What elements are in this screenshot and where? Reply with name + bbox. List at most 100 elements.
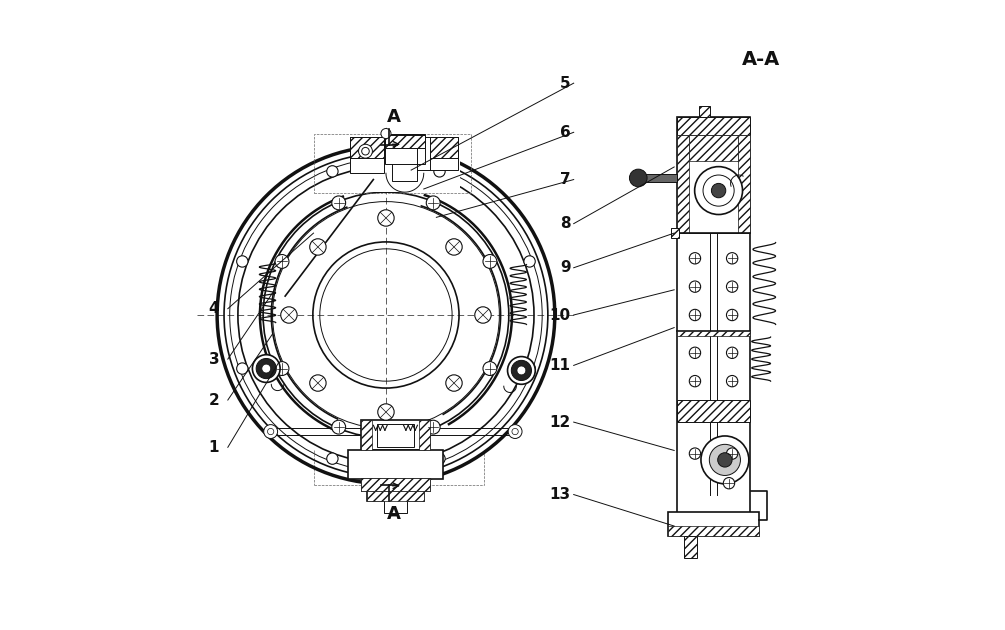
Circle shape bbox=[446, 239, 462, 255]
Circle shape bbox=[252, 355, 280, 382]
Circle shape bbox=[524, 363, 536, 374]
Text: 10: 10 bbox=[550, 307, 571, 323]
Circle shape bbox=[508, 357, 536, 384]
Circle shape bbox=[267, 428, 273, 435]
Circle shape bbox=[727, 309, 738, 321]
Bar bbox=[350, 137, 384, 173]
Text: 5: 5 bbox=[560, 76, 571, 91]
Bar bbox=[671, 228, 678, 238]
Bar bbox=[392, 134, 417, 181]
Circle shape bbox=[262, 364, 270, 373]
Bar bbox=[677, 117, 750, 513]
Bar bbox=[677, 135, 750, 233]
Circle shape bbox=[512, 360, 532, 381]
Bar bbox=[739, 135, 750, 233]
Circle shape bbox=[718, 453, 732, 467]
Circle shape bbox=[327, 166, 338, 177]
Bar bbox=[367, 491, 424, 501]
Bar bbox=[677, 331, 750, 336]
Bar bbox=[677, 117, 750, 135]
Bar bbox=[677, 135, 688, 233]
Circle shape bbox=[474, 307, 491, 323]
Circle shape bbox=[275, 255, 288, 268]
Text: 13: 13 bbox=[550, 487, 571, 502]
Circle shape bbox=[483, 362, 496, 375]
Circle shape bbox=[727, 253, 738, 264]
Circle shape bbox=[434, 453, 445, 464]
Text: 1: 1 bbox=[209, 440, 219, 455]
Circle shape bbox=[332, 196, 346, 210]
Circle shape bbox=[689, 347, 700, 358]
Circle shape bbox=[426, 420, 440, 434]
Text: 8: 8 bbox=[560, 216, 571, 231]
Bar bbox=[350, 137, 460, 192]
Bar bbox=[361, 420, 372, 450]
Circle shape bbox=[378, 404, 394, 420]
Circle shape bbox=[446, 375, 462, 391]
Circle shape bbox=[524, 256, 536, 267]
Circle shape bbox=[689, 253, 700, 264]
Circle shape bbox=[280, 307, 297, 323]
Circle shape bbox=[310, 375, 326, 391]
Text: 3: 3 bbox=[209, 352, 219, 367]
Circle shape bbox=[689, 309, 700, 321]
Circle shape bbox=[727, 281, 738, 292]
Text: 12: 12 bbox=[550, 415, 571, 430]
Bar bbox=[677, 400, 750, 422]
Circle shape bbox=[700, 436, 749, 484]
Text: A: A bbox=[387, 505, 401, 523]
Bar bbox=[430, 137, 458, 158]
Circle shape bbox=[310, 239, 326, 255]
Circle shape bbox=[236, 256, 248, 267]
Circle shape bbox=[378, 210, 394, 226]
Circle shape bbox=[712, 183, 726, 198]
Text: 4: 4 bbox=[209, 301, 219, 316]
Circle shape bbox=[727, 347, 738, 358]
Circle shape bbox=[724, 478, 735, 489]
Text: 2: 2 bbox=[209, 392, 219, 408]
Circle shape bbox=[362, 147, 369, 155]
Text: 11: 11 bbox=[550, 358, 571, 373]
Text: A: A bbox=[387, 108, 401, 125]
Circle shape bbox=[359, 144, 373, 158]
Bar bbox=[417, 137, 458, 170]
Text: 9: 9 bbox=[560, 260, 571, 275]
Circle shape bbox=[512, 428, 519, 435]
Circle shape bbox=[426, 196, 440, 210]
Circle shape bbox=[332, 420, 346, 434]
Circle shape bbox=[381, 129, 391, 139]
Bar bbox=[642, 175, 677, 183]
Bar bbox=[668, 526, 759, 536]
Bar bbox=[683, 536, 697, 558]
Bar bbox=[668, 512, 759, 536]
Circle shape bbox=[629, 169, 647, 187]
Circle shape bbox=[434, 166, 445, 177]
Circle shape bbox=[236, 363, 248, 374]
Bar bbox=[384, 491, 407, 513]
Circle shape bbox=[694, 167, 743, 215]
Circle shape bbox=[263, 425, 277, 438]
Circle shape bbox=[727, 448, 738, 459]
Bar bbox=[361, 478, 430, 491]
Circle shape bbox=[689, 281, 700, 292]
Bar bbox=[350, 137, 384, 158]
Bar bbox=[361, 478, 430, 491]
Circle shape bbox=[275, 362, 288, 375]
Circle shape bbox=[727, 375, 738, 387]
Circle shape bbox=[483, 255, 496, 268]
Circle shape bbox=[327, 453, 338, 464]
Text: 7: 7 bbox=[560, 172, 571, 187]
Bar bbox=[688, 135, 739, 161]
Text: 6: 6 bbox=[560, 125, 571, 140]
Circle shape bbox=[704, 175, 734, 206]
Circle shape bbox=[509, 425, 522, 438]
Circle shape bbox=[689, 448, 700, 459]
Bar bbox=[314, 134, 471, 193]
Circle shape bbox=[256, 358, 276, 379]
Bar bbox=[377, 424, 414, 447]
Text: A-A: A-A bbox=[742, 50, 780, 69]
Bar bbox=[385, 135, 425, 148]
Bar bbox=[348, 450, 442, 479]
Circle shape bbox=[517, 366, 526, 375]
Bar bbox=[419, 420, 430, 450]
